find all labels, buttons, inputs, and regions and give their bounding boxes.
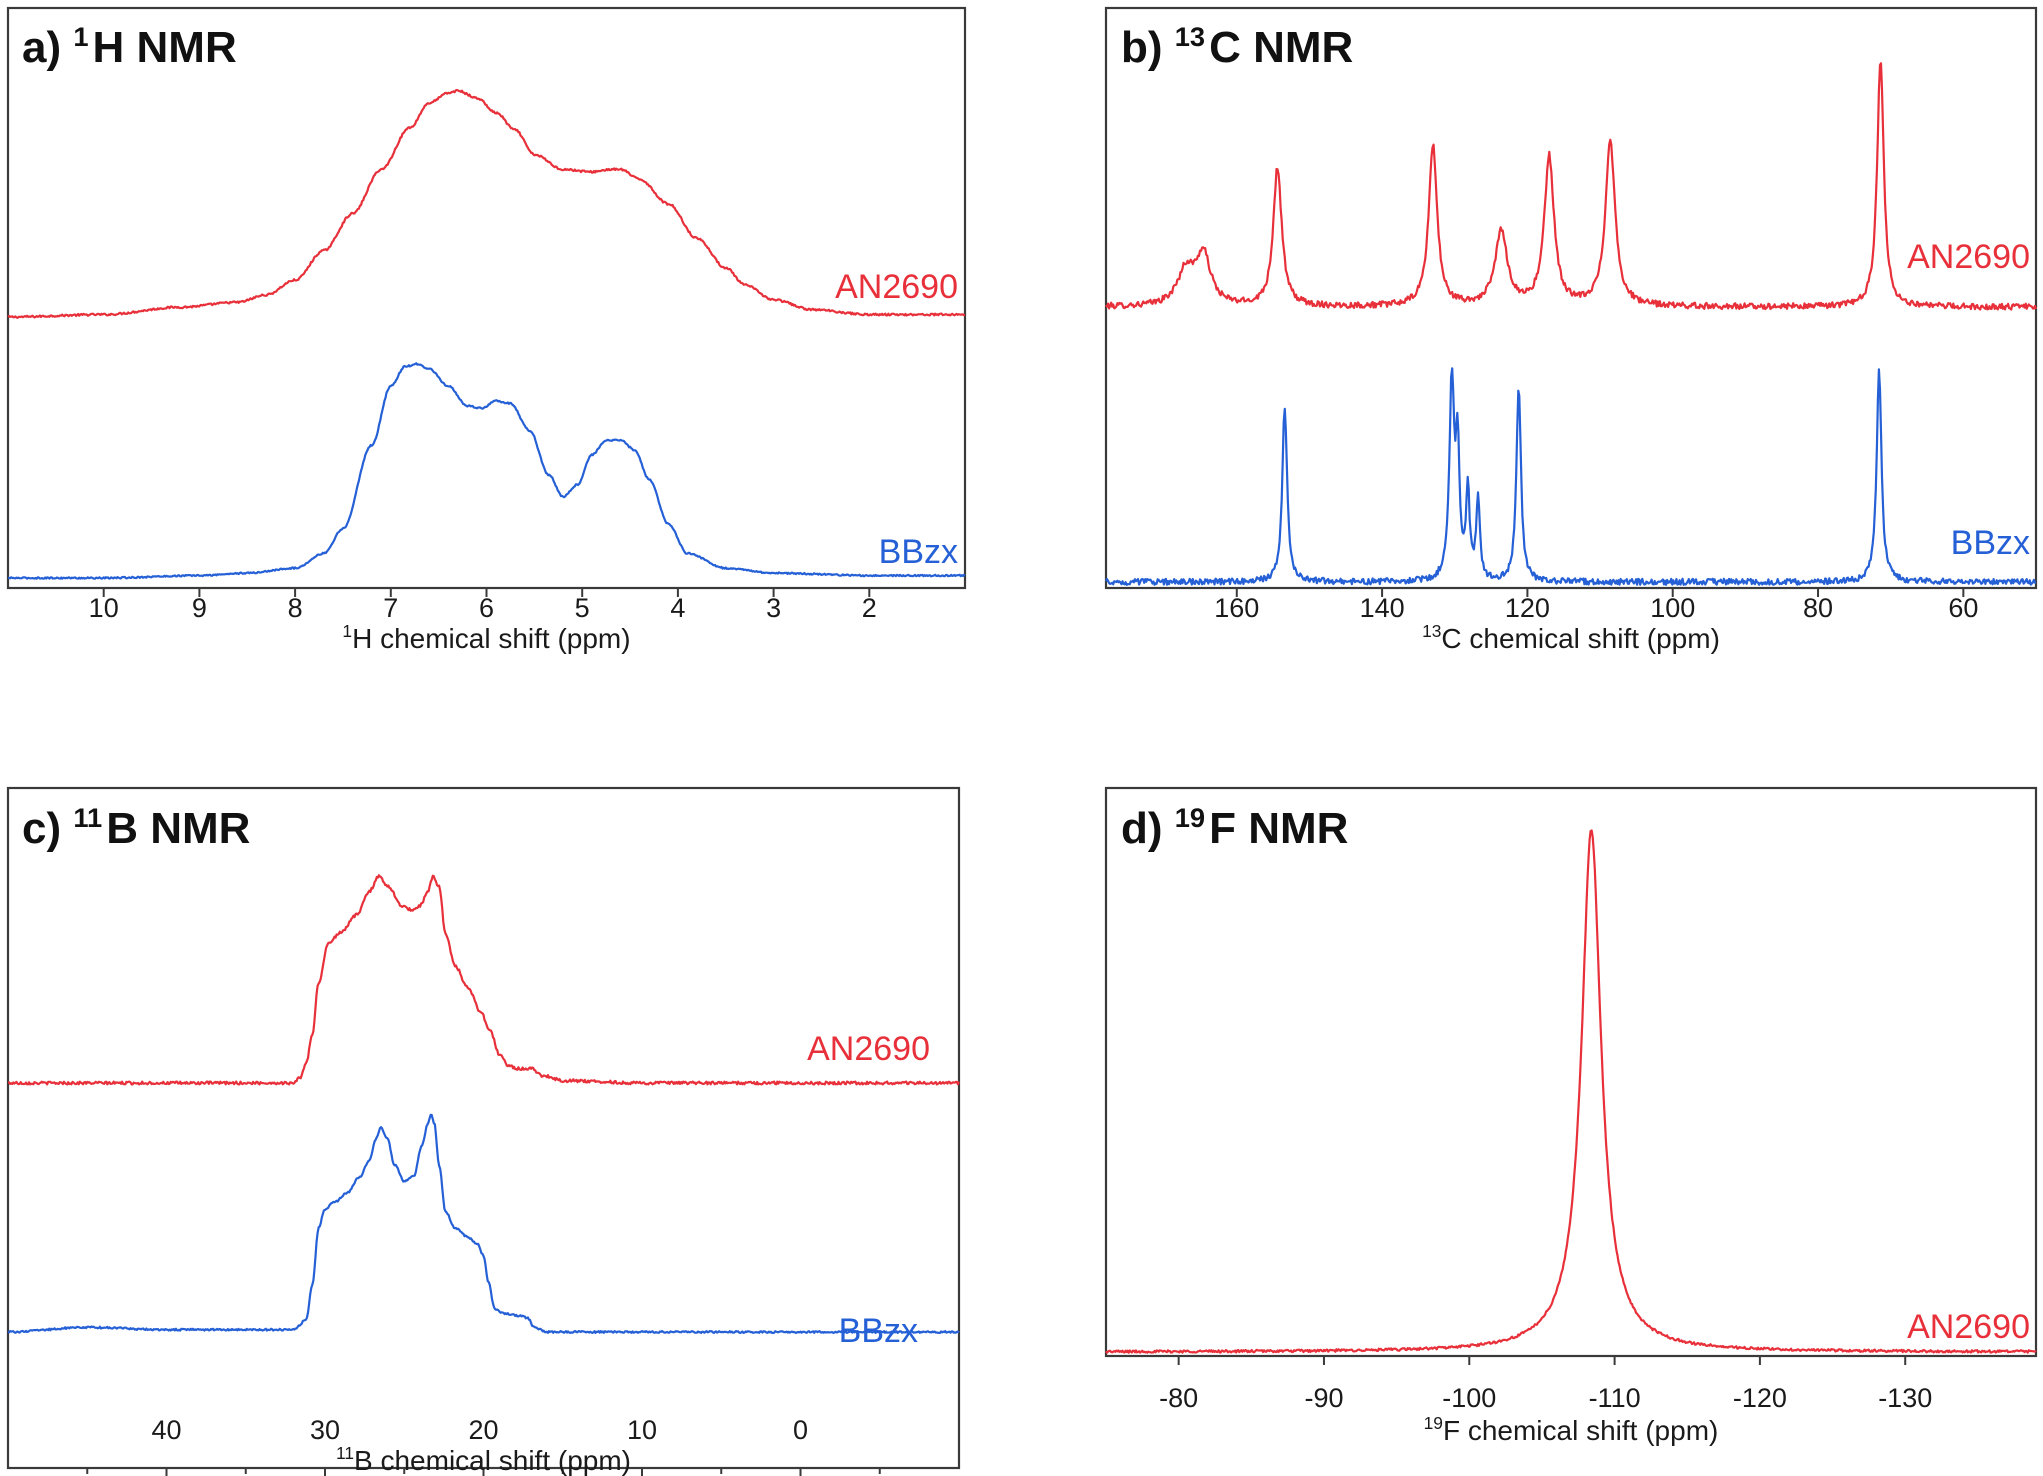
x-tick-label: 9 [192, 593, 207, 623]
x-tick-label: 10 [627, 1415, 657, 1445]
series-label-bbzx: BBzx [839, 1312, 918, 1350]
x-axis-label: 19F chemical shift (ppm) [1424, 1413, 1719, 1446]
x-tick-label: 2 [862, 593, 877, 623]
x-axis-label: 11B chemical shift (ppm) [336, 1443, 631, 1476]
x-axis-label-main: F chemical shift (ppm) [1443, 1415, 1718, 1446]
x-tick-label: 60 [1948, 593, 1978, 623]
x-tick-label: -80 [1159, 1383, 1198, 1413]
series-label-an2690: AN2690 [807, 1030, 930, 1068]
panel-title-main: B NMR [106, 804, 250, 853]
x-tick-label: 40 [151, 1415, 181, 1445]
x-tick-label: 80 [1803, 593, 1833, 623]
x-tick-label: 140 [1360, 593, 1405, 623]
x-tick-label: 5 [575, 593, 590, 623]
plot-frame [6, 786, 961, 1470]
series-line-an2690 [1105, 62, 2038, 311]
panel-title-main: H NMR [93, 23, 237, 72]
x-axis-label-sup: 13 [1422, 621, 1441, 641]
plot-frame [1104, 786, 2038, 1358]
x-tick-label: 30 [310, 1415, 340, 1445]
x-axis-label-main: C chemical shift (ppm) [1441, 623, 1720, 654]
panel-title: a) 1H NMR [22, 21, 237, 72]
x-axis-label-main: H chemical shift (ppm) [352, 623, 631, 654]
panel-title: b) 13C NMR [1121, 21, 1353, 72]
x-axis-label-main: B chemical shift (ppm) [354, 1445, 631, 1476]
x-axis-label-sup: 1 [342, 621, 352, 641]
panel-title-main: C NMR [1209, 23, 1353, 72]
x-axis-label: 13C chemical shift (ppm) [1422, 621, 1720, 654]
x-tick-label: 4 [670, 593, 685, 623]
series-line-bbzx [7, 1113, 960, 1334]
x-axis-label: 1H chemical shift (ppm) [342, 621, 630, 654]
panel-title-sup: 11 [73, 802, 102, 833]
x-tick-label: 20 [468, 1415, 498, 1445]
series-label-an2690: AN2690 [835, 268, 958, 306]
series-line-an2690 [7, 88, 966, 319]
x-axis-label-sup: 19 [1424, 1413, 1443, 1433]
series-line-an2690 [7, 874, 961, 1086]
x-tick-label: 10 [89, 593, 119, 623]
panel-title: d) 19F NMR [1121, 802, 1348, 853]
x-tick-label: -110 [1589, 1383, 1641, 1413]
panel-title-sup: 13 [1175, 21, 1205, 52]
panel-title-sup: 19 [1175, 802, 1205, 833]
series-label-bbzx: BBzx [879, 533, 958, 571]
x-tick-label: 8 [288, 593, 303, 623]
panel-title-prefix: c) [22, 804, 73, 853]
x-tick-label: -100 [1442, 1383, 1496, 1413]
plot-frame [1104, 6, 2038, 590]
panel-title-main: F NMR [1209, 804, 1348, 853]
x-tick-label: 0 [793, 1415, 808, 1445]
x-tick-label: 160 [1214, 593, 1259, 623]
x-tick-label: 6 [479, 593, 494, 623]
panel-title-prefix: a) [22, 23, 73, 72]
x-tick-label: 120 [1505, 593, 1550, 623]
x-tick-label: 7 [383, 593, 398, 623]
x-tick-label: 3 [766, 593, 781, 623]
series-label-an2690: AN2690 [1907, 1308, 2030, 1346]
series-label-bbzx: BBzx [1951, 524, 2030, 562]
series-line-bbzx [8, 362, 966, 580]
panel-title-prefix: b) [1121, 23, 1175, 72]
x-tick-label: -130 [1878, 1383, 1932, 1413]
panel-title-prefix: d) [1121, 804, 1175, 853]
panel-title: c) 11B NMR [22, 802, 250, 853]
plot-frame [6, 6, 967, 590]
x-tick-label: -90 [1304, 1383, 1343, 1413]
panel-title-sup: 1 [73, 21, 88, 52]
series-label-an2690: AN2690 [1907, 238, 2030, 276]
x-axis-label-sup: 11 [336, 1443, 354, 1463]
series-line-an2690 [1105, 829, 2037, 1354]
x-tick-label: 100 [1650, 593, 1695, 623]
series-line-bbzx [1105, 367, 2037, 586]
x-tick-label: -120 [1733, 1383, 1787, 1413]
